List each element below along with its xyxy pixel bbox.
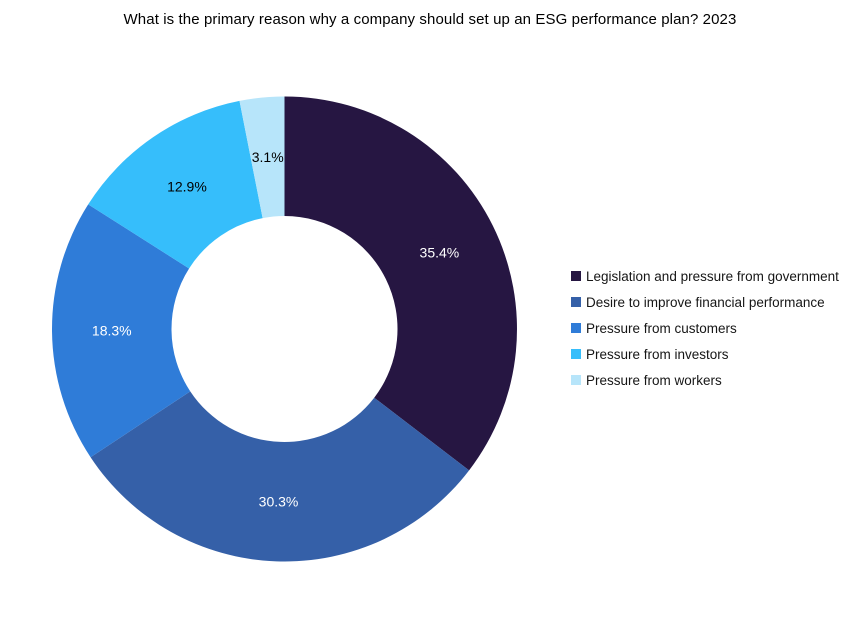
legend-label: Pressure from workers [586,372,722,388]
legend-label: Desire to improve financial performance [586,294,825,310]
legend-label: Pressure from investors [586,346,729,362]
slice-data-label: 12.9% [167,178,207,194]
legend-label: Pressure from customers [586,320,737,336]
legend-item: Pressure from customers [571,315,839,341]
legend-swatch [571,375,581,385]
legend-label: Legislation and pressure from government [586,268,839,284]
legend-item: Pressure from investors [571,341,839,367]
legend-item: Desire to improve financial performance [571,289,839,315]
pie-slice-pressure-from-workers [239,96,285,219]
legend-item: Legislation and pressure from government [571,263,839,289]
legend-swatch [571,297,581,307]
legend-item: Pressure from workers [571,367,839,393]
chart-title: What is the primary reason why a company… [123,11,737,28]
legend: Legislation and pressure from government… [571,263,839,393]
pie-slice-legislation-and-pressure-from-government [284,96,517,471]
pie-slice-pressure-from-investors [88,100,263,269]
legend-swatch [571,271,581,281]
slice-data-label: 18.3% [92,323,132,339]
slice-data-label: 30.3% [259,494,299,510]
legend-swatch [571,323,581,333]
legend-swatch [571,349,581,359]
slice-data-label: 35.4% [420,245,460,261]
slice-data-label: 3.1% [252,149,284,165]
pie-slice-pressure-from-customers [51,204,191,458]
pie-slice-desire-to-improve-financial-performance [90,391,470,562]
